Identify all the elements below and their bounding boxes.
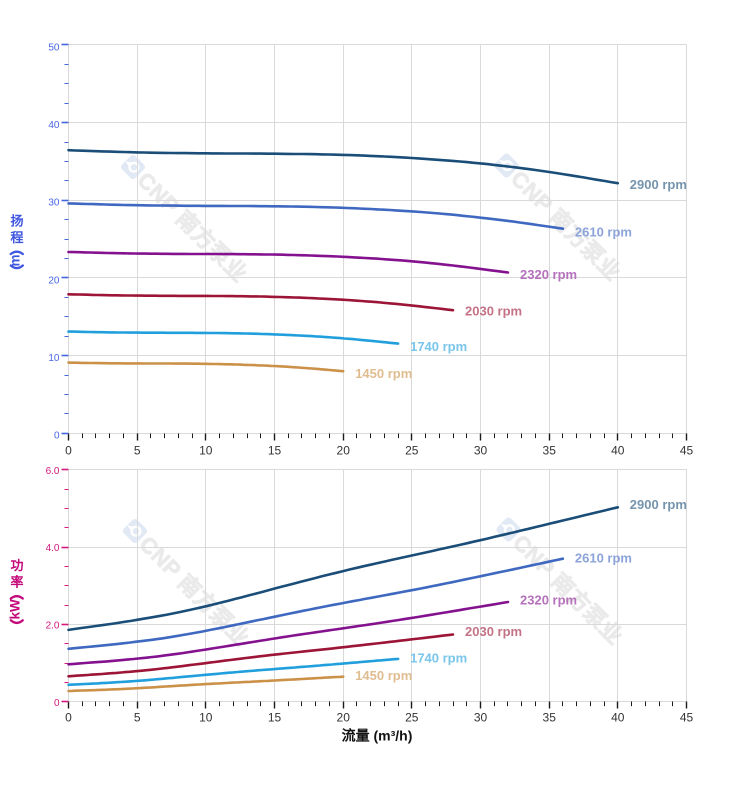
svg-text:25: 25 xyxy=(405,443,419,457)
svg-text:6.0: 6.0 xyxy=(46,466,60,477)
svg-text:2320 rpm: 2320 rpm xyxy=(520,267,577,282)
svg-text:40: 40 xyxy=(611,710,625,724)
svg-text:4.0: 4.0 xyxy=(46,543,60,554)
svg-text:50: 50 xyxy=(48,42,60,53)
svg-text:扬: 扬 xyxy=(10,214,23,229)
svg-text:5: 5 xyxy=(134,443,141,457)
svg-text:0: 0 xyxy=(65,443,72,457)
svg-text:2030 rpm: 2030 rpm xyxy=(465,624,522,639)
svg-text:率: 率 xyxy=(10,574,23,589)
svg-text:m: m xyxy=(7,254,22,266)
svg-text:0: 0 xyxy=(54,698,60,709)
svg-text:20: 20 xyxy=(337,443,351,457)
svg-text:35: 35 xyxy=(543,443,557,457)
svg-text:2610 rpm: 2610 rpm xyxy=(575,225,632,240)
svg-text:2.0: 2.0 xyxy=(46,621,60,632)
svg-text:10: 10 xyxy=(199,443,213,457)
svg-text:2610 rpm: 2610 rpm xyxy=(575,550,632,565)
svg-text:kW: kW xyxy=(7,599,22,620)
svg-text:40: 40 xyxy=(611,443,625,457)
svg-text:1450 rpm: 1450 rpm xyxy=(355,668,412,683)
svg-text:程: 程 xyxy=(10,230,23,245)
svg-text:0: 0 xyxy=(54,431,60,442)
svg-text:45: 45 xyxy=(680,710,694,724)
svg-text:2030 rpm: 2030 rpm xyxy=(465,303,522,318)
svg-text:35: 35 xyxy=(543,710,557,724)
svg-text:10: 10 xyxy=(48,353,60,364)
svg-text:20: 20 xyxy=(48,275,60,286)
svg-text:25: 25 xyxy=(405,710,419,724)
svg-text:45: 45 xyxy=(680,443,694,457)
svg-text:1740 rpm: 1740 rpm xyxy=(410,650,467,665)
svg-text:20: 20 xyxy=(337,710,351,724)
svg-text:15: 15 xyxy=(268,710,282,724)
svg-text:5: 5 xyxy=(134,710,141,724)
svg-text:30: 30 xyxy=(474,443,488,457)
svg-text:10: 10 xyxy=(199,710,213,724)
svg-text:2900 rpm: 2900 rpm xyxy=(630,177,687,192)
svg-text:30: 30 xyxy=(48,198,60,209)
svg-text:1740 rpm: 1740 rpm xyxy=(410,339,467,354)
svg-text:1450 rpm: 1450 rpm xyxy=(355,366,412,381)
svg-text:流量 (m³/h): 流量 (m³/h) xyxy=(342,728,413,744)
svg-text:30: 30 xyxy=(474,710,488,724)
svg-text:2320 rpm: 2320 rpm xyxy=(520,592,577,607)
svg-text:15: 15 xyxy=(268,443,282,457)
svg-text:功: 功 xyxy=(10,558,23,573)
svg-text:0: 0 xyxy=(65,710,72,724)
svg-text:2900 rpm: 2900 rpm xyxy=(630,497,687,512)
svg-text:40: 40 xyxy=(48,120,60,131)
